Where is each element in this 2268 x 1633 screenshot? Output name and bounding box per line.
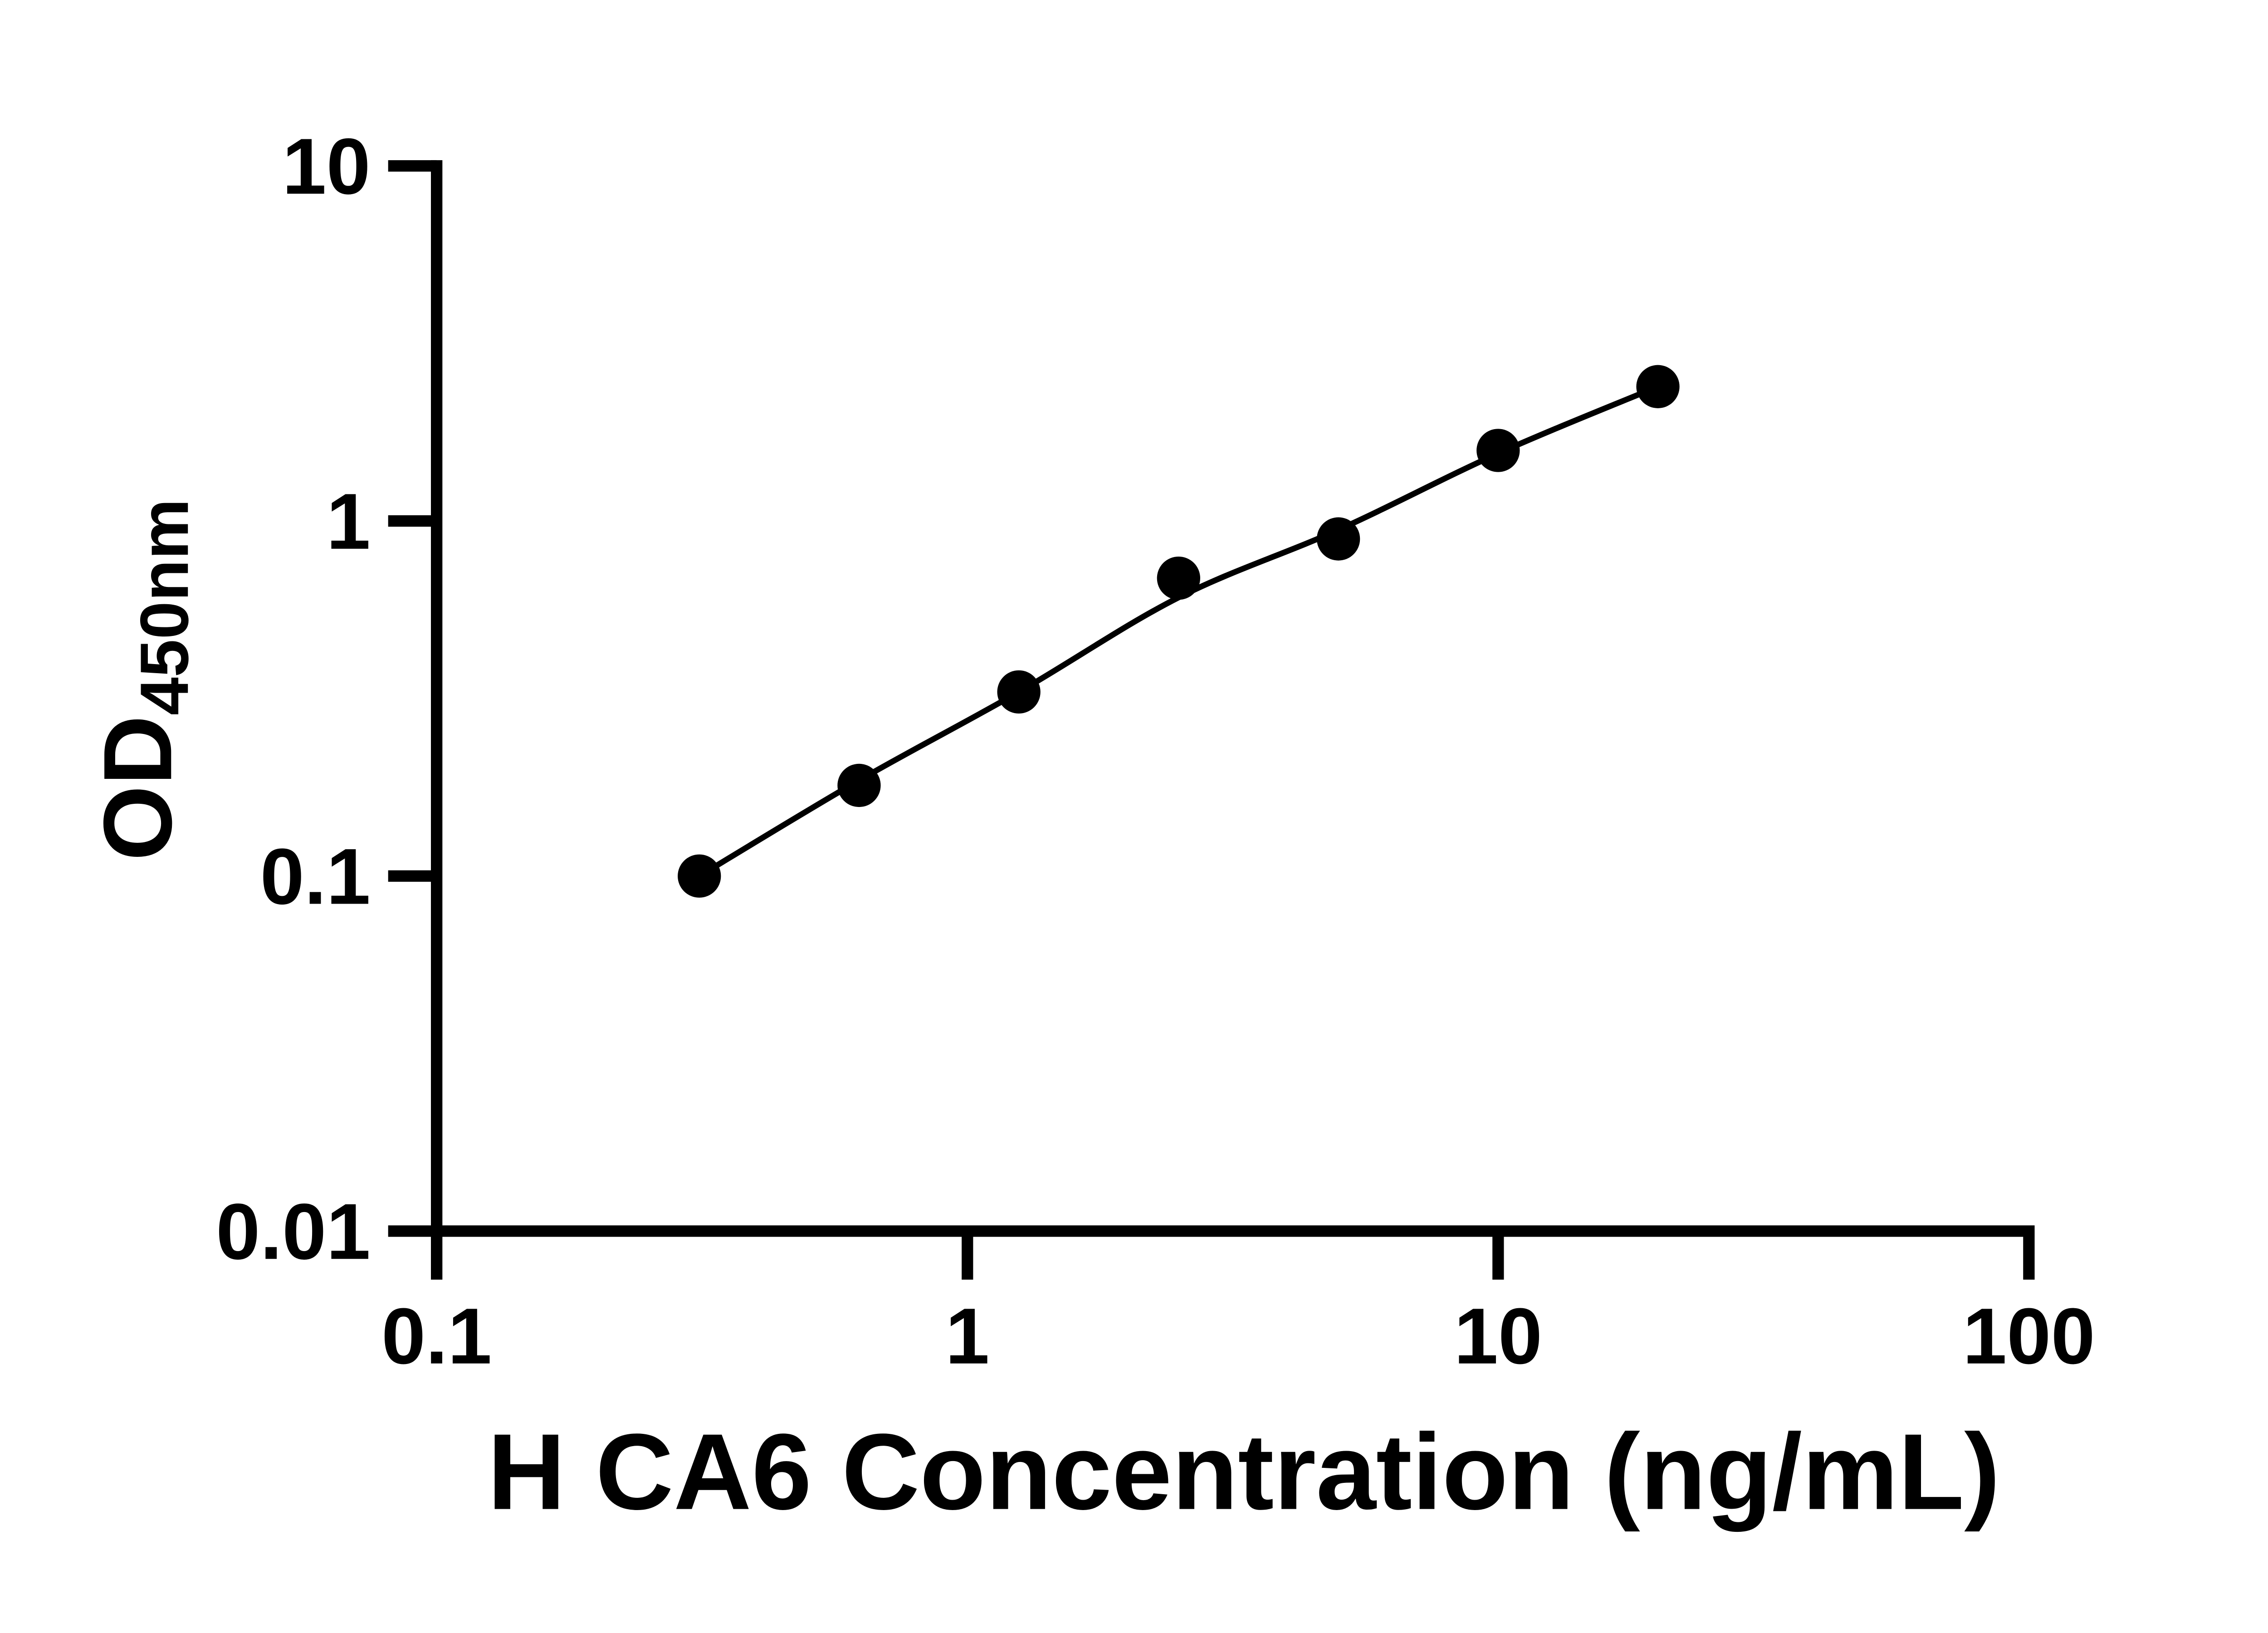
data-point — [678, 854, 721, 898]
y-axis-ticks: 0.01 0.1 1 10 — [216, 122, 437, 1276]
data-point — [837, 763, 881, 807]
data-point — [997, 670, 1041, 714]
x-axis-ticks: 0.1 1 10 100 — [381, 1231, 2095, 1381]
x-axis-title: H CA6 Concentration (ng/mL) — [488, 1412, 2000, 1532]
y-axis-title-subscript: 450nm — [126, 499, 202, 715]
y-tick-label: 10 — [282, 122, 371, 211]
x-tick-label: 0.1 — [381, 1292, 492, 1381]
y-axis-title-main: OD — [83, 715, 192, 861]
x-tick-label: 1 — [945, 1292, 989, 1381]
y-tick-label: 0.01 — [216, 1188, 371, 1276]
y-axis-title: OD450nm — [83, 499, 202, 861]
x-tick-label: 100 — [1963, 1292, 2095, 1381]
x-tick-label: 10 — [1454, 1292, 1542, 1381]
axes — [431, 160, 2035, 1237]
data-point — [1636, 365, 1680, 408]
y-tick-label: 1 — [326, 478, 370, 566]
data-point — [1157, 556, 1200, 600]
data-points — [678, 365, 1680, 898]
y-tick-label: 0.1 — [260, 833, 371, 921]
data-point — [1476, 429, 1520, 472]
data-point — [1316, 517, 1360, 561]
